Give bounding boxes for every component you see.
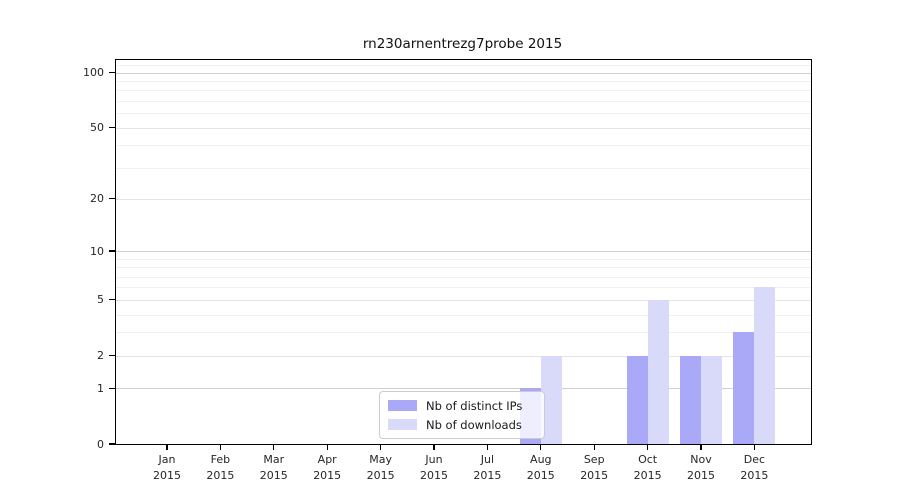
y-tick-label-1: 1 (97, 381, 104, 395)
y-tick-label-20: 20 (90, 192, 104, 206)
gridline-y-20 (116, 198, 811, 200)
x-tick-label-jun: Jun 2015 (420, 453, 448, 482)
gridline-y-60 (116, 113, 811, 115)
y-tick-label-0: 0 (97, 437, 104, 451)
y-tick-label-50: 50 (90, 121, 104, 134)
legend: Nb of distinct IPs Nb of downloads (379, 391, 545, 439)
gridline-y-110 (116, 64, 811, 66)
y-tick-20 (109, 198, 115, 200)
gridline-y-7 (116, 276, 811, 278)
bar-ips-nov (680, 355, 701, 444)
gridline-y-2 (116, 355, 811, 357)
y-tick-5 (109, 299, 115, 301)
bar-downloads-nov (701, 355, 722, 444)
x-tick-oct (647, 444, 649, 450)
gridline-y-80 (116, 90, 811, 92)
y-tick-label-5: 5 (97, 293, 104, 307)
x-tick-label-jan: Jan 2015 (153, 453, 181, 482)
y-tick-label-2: 2 (97, 349, 104, 363)
gridline-y-3 (116, 332, 811, 334)
x-tick-label-aug: Aug 2015 (526, 453, 555, 482)
x-tick-label-apr: Apr 2015 (313, 453, 342, 482)
x-tick-label-nov: Nov 2015 (687, 453, 715, 482)
x-tick-dec (753, 444, 755, 450)
x-tick-jun (433, 444, 435, 450)
x-tick-label-sep: Sep 2015 (580, 453, 609, 482)
bar-downloads-aug (540, 355, 562, 444)
y-tick-50 (109, 126, 115, 129)
gridline-y-1 (116, 388, 811, 390)
x-tick-may (380, 444, 382, 450)
legend-swatch-icon (388, 400, 417, 411)
gridline-y-100 (116, 72, 811, 74)
y-tick-label-10: 10 (90, 244, 104, 258)
legend-label: Nb of distinct IPs (426, 398, 523, 413)
y-tick-0 (109, 443, 115, 445)
gridline-y-10 (116, 251, 811, 252)
x-tick-feb (219, 444, 221, 450)
gridline-y-70 (116, 100, 811, 102)
gridline-y-9 (116, 258, 811, 260)
x-tick-jul (486, 444, 488, 450)
gridline-y-4 (116, 314, 811, 316)
x-tick-aug (540, 444, 542, 450)
gridline-y-6 (116, 287, 811, 289)
legend-item-downloads: Nb of downloads (388, 418, 536, 432)
gridline-y-50 (116, 127, 811, 129)
gridline-y-30 (116, 167, 811, 169)
plot-area: Nb of distinct IPs Nb of downloads 0 1 2 5 10… (83, 59, 812, 482)
x-tick-label-mar: Mar 2015 (259, 453, 288, 482)
bar-downloads-oct (647, 299, 669, 444)
gridline-y-40 (116, 145, 811, 147)
x-tick-label-oct: Oct 2015 (633, 453, 662, 482)
bar-ips-dec (733, 332, 755, 444)
y-tick-label-100: 100 (83, 66, 104, 79)
legend-label: Nb of downloads (426, 417, 522, 432)
x-tick-jan (166, 444, 168, 450)
x-tick-sep (593, 444, 595, 450)
y-tick-10 (109, 250, 115, 252)
gridline-y-90 (116, 80, 811, 82)
chart-title: rn230arnentrezg7probe 2015 (362, 36, 563, 52)
x-tick-label-may: May 2015 (366, 453, 395, 482)
gridline-y-8 (116, 267, 811, 269)
x-tick-mar (273, 444, 275, 450)
x-tick-nov (700, 444, 702, 450)
y-tick-100 (109, 71, 115, 74)
legend-item-distinct-ips: Nb of distinct IPs (388, 399, 536, 413)
gridline-y-5 (116, 299, 811, 301)
x-tick-label-jul: Jul 2015 (473, 453, 502, 482)
legend-swatch-icon (388, 419, 417, 430)
x-tick-label-dec: Dec 2015 (740, 453, 769, 482)
y-tick-2 (109, 355, 115, 357)
bar-ips-oct (626, 355, 648, 444)
y-tick-1 (109, 387, 115, 389)
x-tick-label-feb: Feb 2015 (206, 453, 235, 482)
x-tick-apr (326, 444, 328, 450)
bar-downloads-dec (754, 287, 776, 444)
